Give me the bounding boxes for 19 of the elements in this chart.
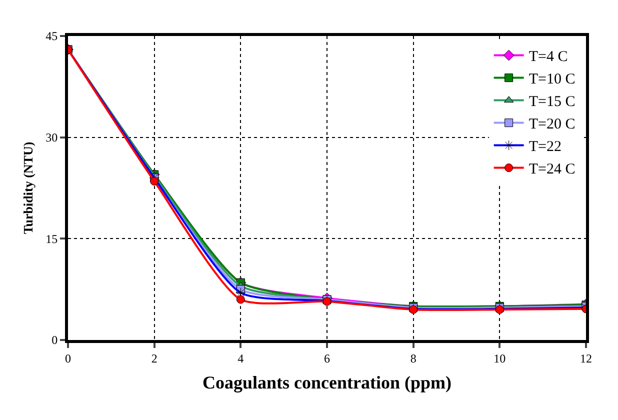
x-tick-label: 12 (580, 351, 592, 366)
legend-label: T=10 C (528, 72, 576, 88)
legend-label: T=20 C (528, 116, 576, 133)
y-axis-title: Turbidity (NTU) (20, 142, 36, 234)
y-tick-label: 45 (46, 29, 58, 44)
legend-label: T=24 C (528, 162, 576, 178)
x-tick-label: 8 (410, 351, 416, 366)
x-tick-label: 10 (494, 351, 506, 366)
y-tick-label: 15 (46, 232, 58, 246)
x-tick-label: 0 (65, 351, 71, 366)
x-tick-label: 2 (151, 351, 158, 366)
y-tick-label: 0 (52, 333, 58, 348)
x-axis-title: Coagulants concentration (ppm) (202, 372, 452, 392)
legend-label: T=15 C (528, 94, 576, 110)
y-tick-label: 30 (46, 130, 58, 145)
legend-label: T=22 (528, 139, 562, 156)
x-tick-label: 6 (324, 351, 330, 366)
x-tick-label: 4 (238, 351, 244, 366)
legend-label: T=4 C (528, 49, 568, 66)
